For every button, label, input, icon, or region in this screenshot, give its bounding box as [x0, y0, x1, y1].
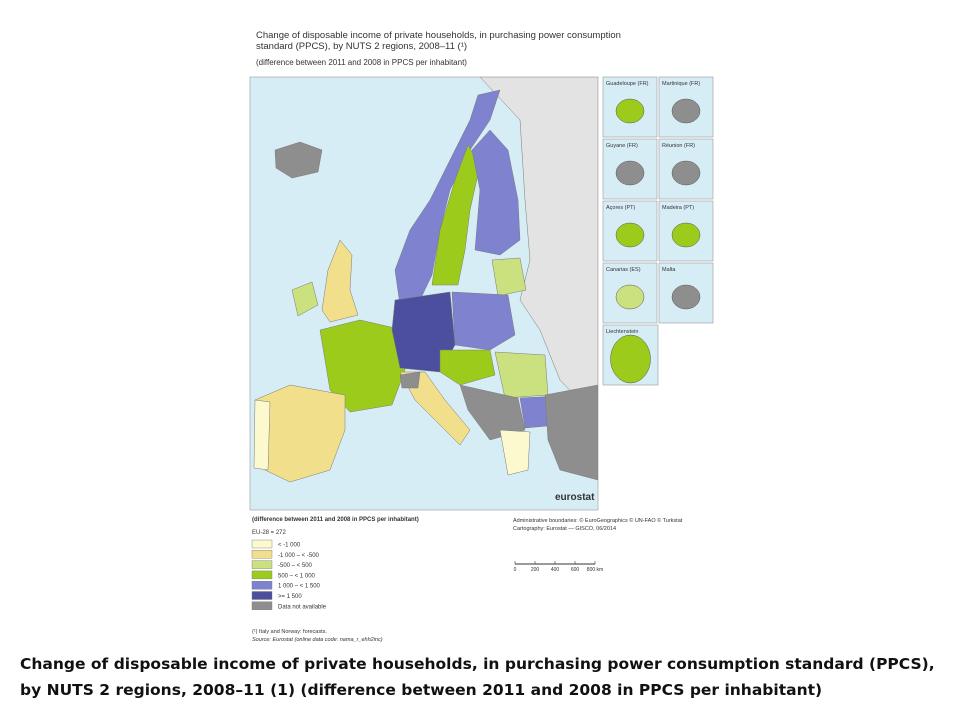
inset-label: Açores (PT)	[606, 205, 636, 211]
scale-label: 200	[531, 567, 540, 573]
inset-label: Guyane (FR)	[606, 143, 638, 149]
legend-swatch	[251, 550, 273, 559]
scale-label: 400	[551, 567, 560, 573]
inset-land	[671, 284, 701, 310]
iceland	[274, 141, 323, 179]
inset-label: Madeira (PT)	[662, 205, 694, 211]
inset-land	[671, 160, 701, 186]
slide-caption: Change of disposable income of private h…	[20, 655, 935, 699]
map-subtitle: (difference between 2011 and 2008 in PPC…	[256, 58, 467, 67]
legend: (difference between 2011 and 2008 in PPC…	[251, 517, 419, 610]
poland	[451, 291, 516, 351]
turkey	[544, 384, 598, 481]
legend-label: Data not available	[278, 604, 327, 610]
legend-title: (difference between 2011 and 2008 in PPC…	[252, 517, 419, 523]
map-title: standard (PPCS), by NUTS 2 regions, 2008…	[256, 41, 467, 52]
legend-swatch	[251, 591, 273, 600]
baltics	[491, 257, 527, 297]
inset-land	[615, 284, 645, 310]
inset-label: Canarias (ES)	[606, 267, 641, 273]
central	[439, 349, 496, 386]
legend-swatch	[251, 601, 273, 610]
inset-land	[671, 98, 701, 124]
inset-land	[615, 222, 645, 248]
inset-label: Guadeloupe (FR)	[606, 81, 649, 87]
inset-label: Liechtenstein	[606, 329, 638, 335]
inset-land	[615, 160, 645, 186]
non-eu-land	[479, 77, 598, 421]
inset-panel: Guadeloupe (FR) Martinique (FR) Guyane (FR…	[602, 76, 714, 386]
legend-label: >= 1 500	[278, 594, 302, 600]
scale-label: 600	[571, 567, 580, 573]
credit: Administrative boundaries: © EuroGeograp…	[513, 517, 683, 524]
inset-land	[671, 222, 701, 248]
legend-label: 1 000 – < 1 500	[278, 584, 321, 590]
legend-swatch	[251, 581, 273, 590]
legend-swatch	[251, 560, 273, 569]
logo: eurostat	[555, 492, 595, 503]
ireland	[291, 281, 319, 317]
scale-label: 800 km	[587, 567, 603, 573]
legend-label: < -1 000	[278, 543, 301, 549]
inset-label: Malta	[662, 267, 676, 273]
inset-land	[615, 98, 645, 124]
legend-label: -1 000 – < -500	[278, 553, 320, 559]
scale-label: 0	[514, 567, 517, 573]
norway	[394, 89, 501, 306]
legend-note: EU-28 = 272	[252, 530, 287, 536]
map-title: Change of disposable income of private h…	[256, 30, 621, 41]
portugal	[253, 399, 271, 471]
finland	[471, 129, 521, 256]
credit: Cartography: Eurostat — GISCO, 06/2014	[513, 526, 616, 532]
greece	[499, 429, 531, 476]
source: Source: Eurostat (online data code: nama…	[252, 637, 383, 643]
inset-label: Réunion (FR)	[662, 143, 695, 149]
spain	[254, 384, 346, 483]
legend-label: -500 – < 500	[278, 563, 313, 569]
inset-label: Martinique (FR)	[662, 81, 700, 87]
legend-label: 500 – < 1 000	[278, 573, 316, 579]
inset-land	[610, 334, 651, 384]
switzerland	[399, 371, 421, 389]
footnote: (¹) Italy and Norway: forecasts.	[252, 629, 327, 635]
legend-swatch	[251, 570, 273, 580]
map	[253, 77, 598, 483]
italy	[399, 371, 471, 446]
legend-swatch	[251, 539, 273, 549]
uk	[321, 239, 359, 323]
